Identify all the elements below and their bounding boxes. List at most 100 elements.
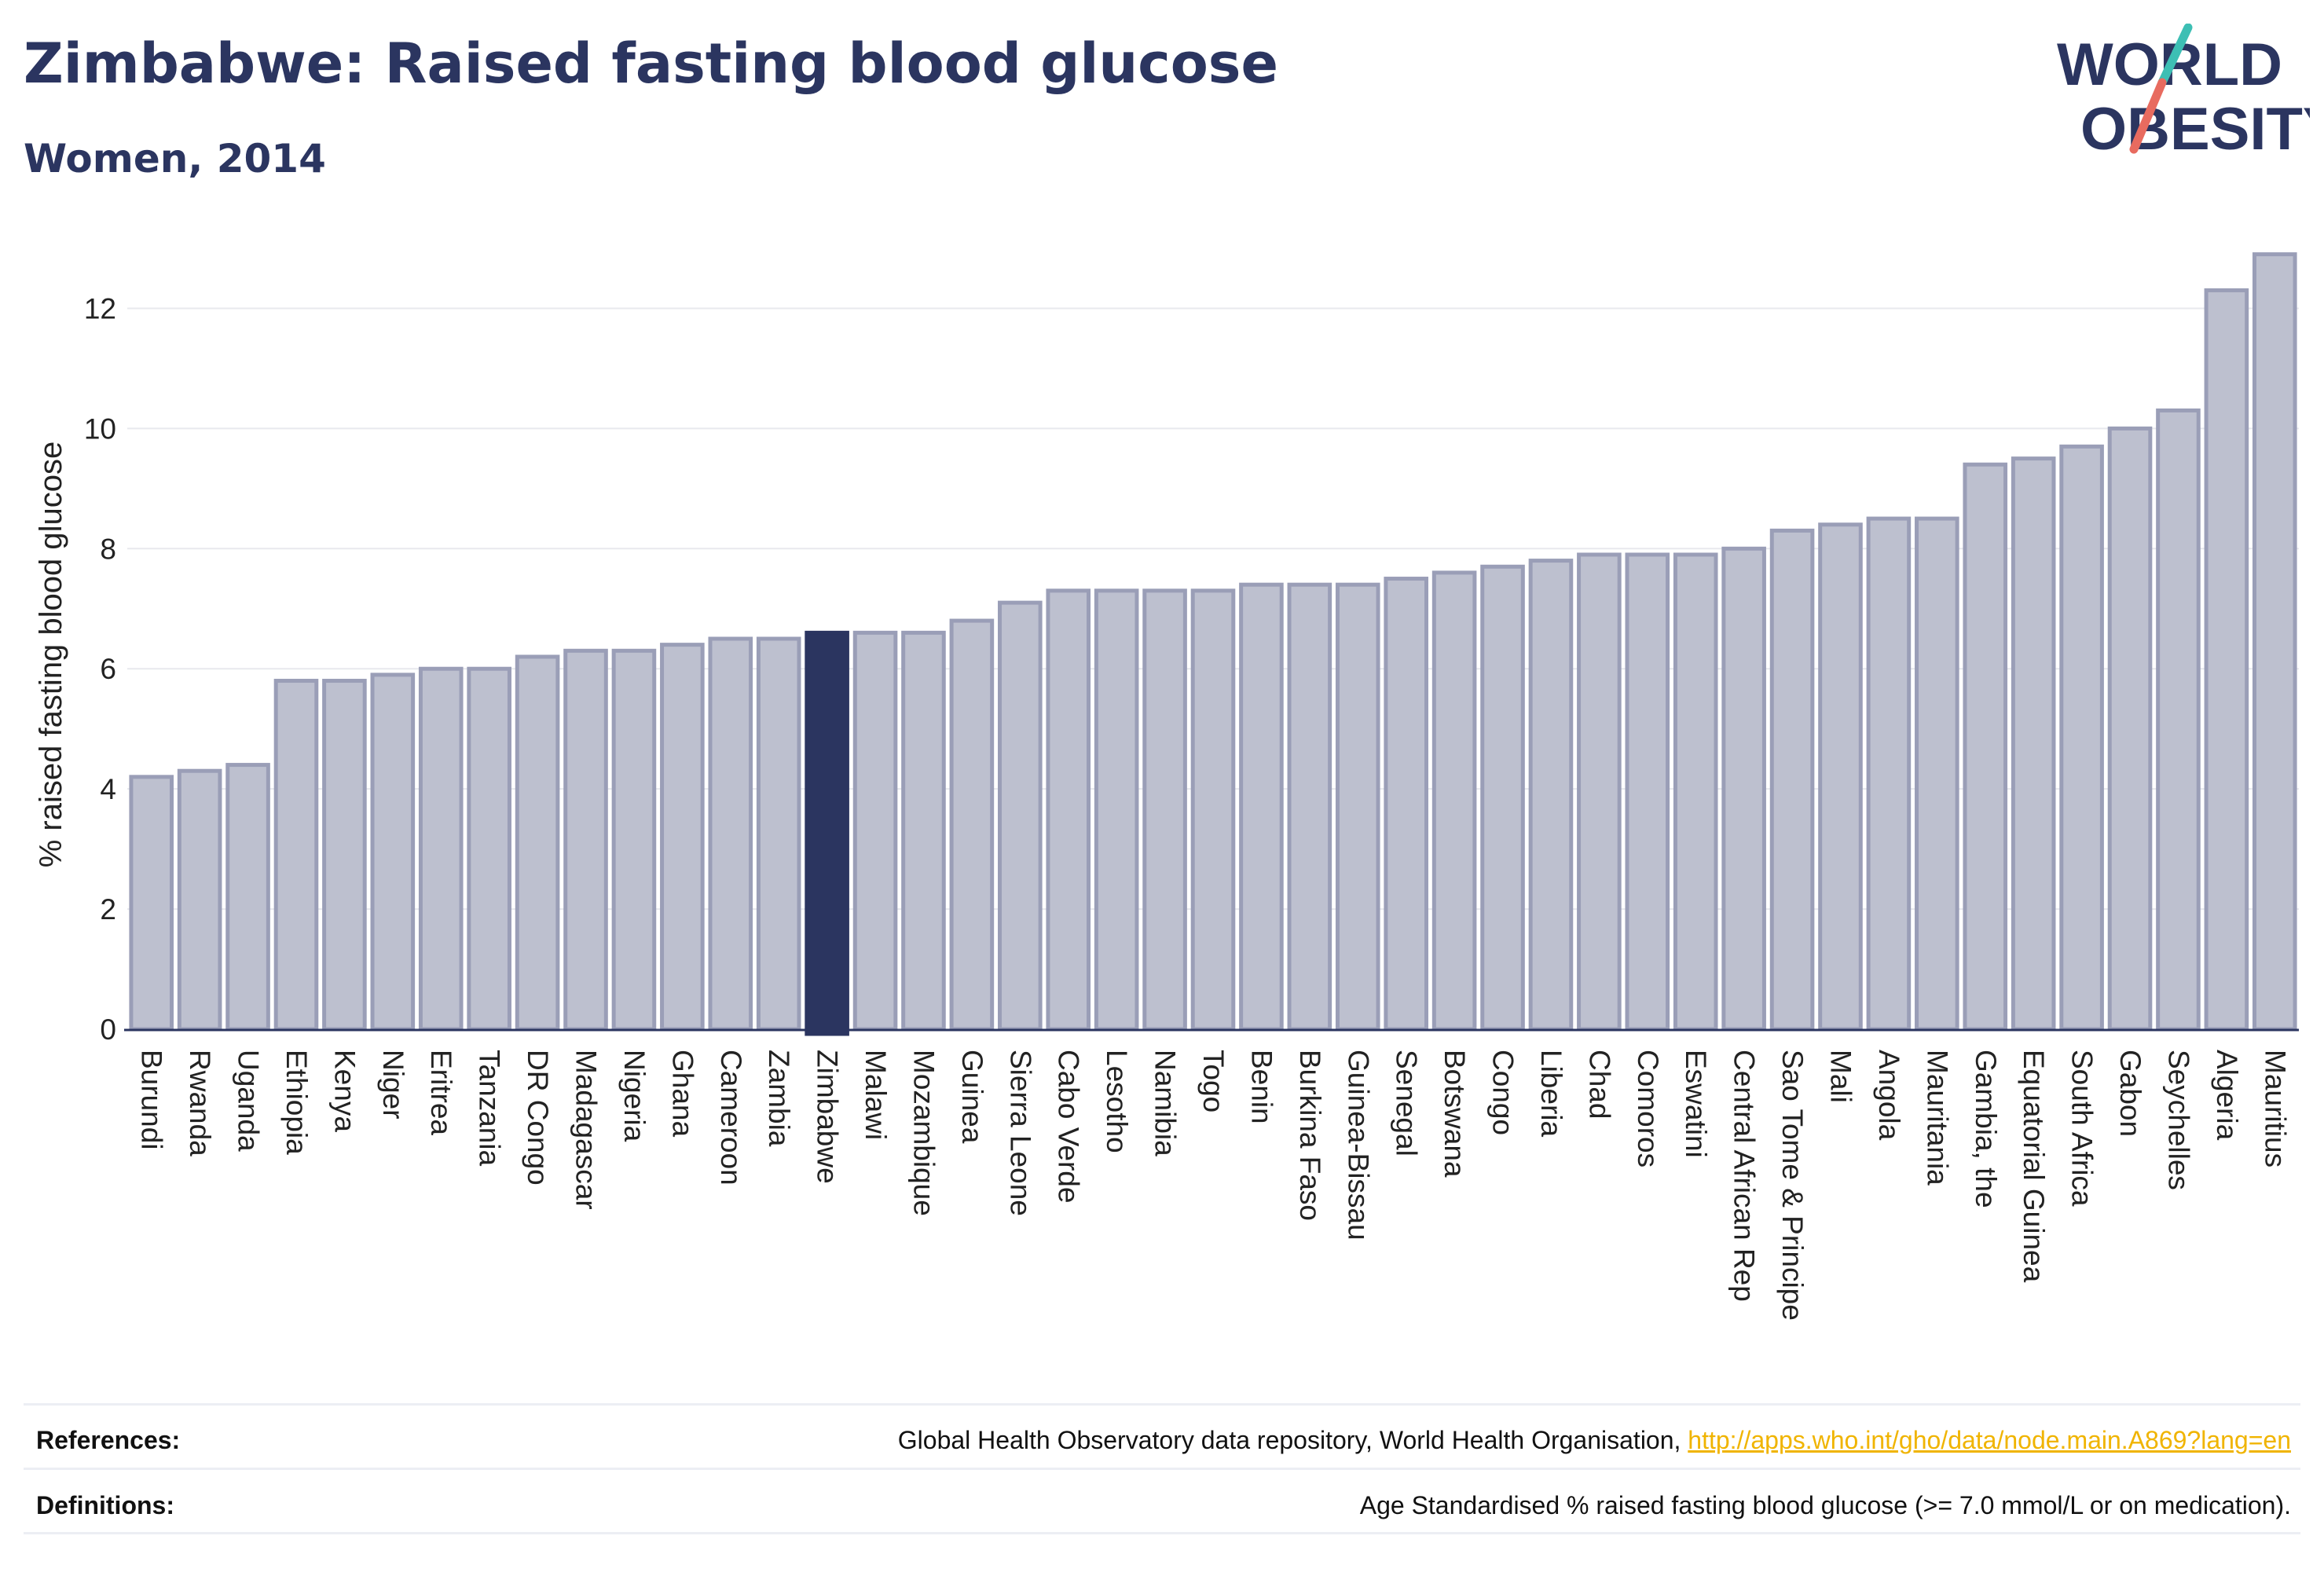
bar [1769,528,1815,1032]
bar [1866,516,1912,1032]
x-tick-label: Ethiopia [280,1050,313,1155]
bar [1577,552,1622,1032]
x-tick-label: Comoros [1632,1050,1664,1167]
bar [1480,564,1525,1032]
y-tick-label: 10 [84,412,116,445]
bar [1046,588,1091,1032]
bar-chart: 0 2 4 6 8 10 12 Burundi Rwanda Uganda Ethiopia Ken… [34,252,2299,1321]
x-tick-label: Guinea [956,1050,988,1144]
bar [1287,582,1332,1032]
x-tick-label: Cabo Verde [1053,1050,1085,1203]
bar [1431,570,1477,1032]
references-label: References: [36,1426,181,1454]
x-tick-label: Eritrea [425,1050,457,1135]
bar [129,775,174,1032]
bar [2107,426,2153,1032]
x-tick-label: Ghana [666,1050,698,1138]
bar [1963,462,2008,1032]
x-tick-label: Central African Rep [1728,1050,1761,1302]
x-tick-label: Lesotho [1101,1050,1133,1153]
x-tick-label: Gambia, the [1970,1050,2002,1208]
logo-slash-teal [2157,24,2193,87]
bar [1673,552,1718,1032]
x-tick-label: South Africa [2066,1050,2099,1207]
bar [225,763,270,1032]
x-tick-label: Guinea-Bissau [1342,1050,1374,1241]
bar [1625,552,1670,1032]
x-tick-label: Kenya [328,1050,361,1132]
x-tick-label: Liberia [1535,1050,1567,1137]
x-tick-label: Algeria [2211,1050,2243,1141]
bars [129,252,2297,1036]
chart-title: Zimbabwe: Raised fasting blood glucose [24,31,1278,96]
bar [1190,588,1236,1032]
y-axis-label: % raised fasting blood glucose [34,442,68,868]
bar [563,648,608,1032]
bar [273,679,319,1032]
y-tick-label: 0 [100,1013,116,1046]
x-tick-label: Benin [1245,1050,1277,1124]
bar-highlight [805,630,849,1036]
x-tick-label: Togo [1197,1050,1230,1112]
bar [1721,546,1766,1032]
bar [1384,577,1428,1032]
world-obesity-logo: WORLD OBESITY [2057,24,2310,163]
bar [1915,516,1959,1032]
x-tick-label: Mauritania [1921,1050,1953,1186]
chart-subtitle: Women, 2014 [24,136,326,181]
x-tick-label: Mozambique [907,1050,940,1216]
bar [467,666,511,1032]
y-tick-label: 6 [100,653,116,685]
bar [2011,456,2056,1032]
bar [177,768,222,1032]
references-link[interactable]: http://apps.who.int/gho/data/node.main.A… [1688,1426,2291,1454]
bar [1818,522,1863,1032]
x-tick-label: Nigeria [618,1050,651,1142]
x-tick-label: Mali [1824,1050,1857,1103]
x-tick-label: Tanzania [474,1050,506,1167]
bar [901,630,946,1032]
x-tick-label: Cameroon [715,1050,747,1186]
x-tick-label: Angola [1873,1050,1905,1141]
bar [756,636,801,1032]
x-tick-label: Equatorial Guinea [2018,1050,2050,1283]
bar [370,673,416,1032]
definitions-text: Age Standardised % raised fasting blood … [1359,1491,2291,1519]
bar [998,600,1043,1032]
bar [1335,582,1380,1032]
bar [515,654,560,1032]
x-tick-label: Namibia [1149,1050,1182,1156]
y-tick-label: 8 [100,533,116,565]
bar [2204,288,2249,1032]
bar [2059,444,2104,1032]
bar [2156,408,2201,1032]
x-tick-label: Niger [377,1050,409,1119]
y-axis-ticks: 0 2 4 6 8 10 12 [84,292,116,1046]
bar [708,636,753,1032]
bar [949,618,995,1032]
y-tick-label: 2 [100,893,116,925]
x-tick-label: Uganda [233,1050,265,1152]
x-tick-label: DR Congo [522,1050,554,1186]
x-tick-label: Botswana [1439,1050,1471,1178]
x-tick-label: Burundi [136,1050,168,1150]
y-tick-label: 4 [100,773,116,805]
bar [1528,559,1574,1032]
x-tick-label: Zambia [763,1050,795,1147]
definitions-label: Definitions: [36,1491,174,1519]
bar [611,648,657,1032]
footer-divider-middle [24,1468,2300,1470]
bar [660,643,705,1032]
x-tick-label: Seychelles [2162,1050,2194,1190]
logo-line2: OBESITY [2080,96,2310,163]
x-tick-label: Burkina Faso [1294,1050,1326,1221]
x-tick-label: Mauritius [2259,1050,2291,1167]
logo-slash-coral [2129,78,2167,154]
bar [1239,582,1284,1032]
x-tick-label: Gabon [2114,1050,2146,1137]
x-tick-label: Zimbabwe [812,1050,844,1184]
x-axis-ticks: Burundi Rwanda Uganda Ethiopia Kenya Niger Eri… [136,1050,2292,1321]
x-tick-label: Eswatini [1680,1050,1712,1158]
bar [2252,252,2297,1032]
bar [418,666,464,1032]
